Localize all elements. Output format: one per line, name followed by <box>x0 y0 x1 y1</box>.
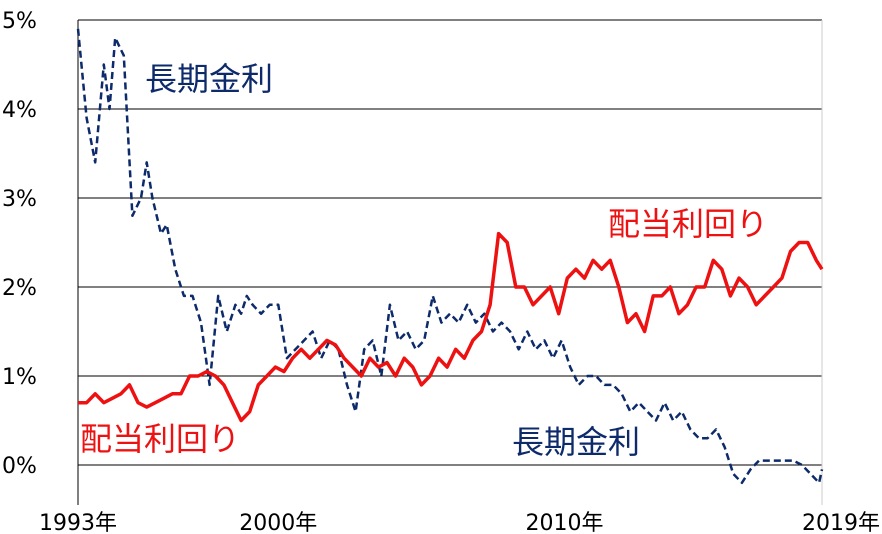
long-term-rate-label: 長期金利 <box>145 60 273 98</box>
y-tick-label: 3% <box>2 187 37 212</box>
x-tick-label: 2010年 <box>525 511 603 534</box>
x-axis-ticks: 1993年 2000年 2010年 2019年 <box>39 511 880 534</box>
y-tick-label: 0% <box>2 454 37 479</box>
dividend-yield-label: 配当利回り <box>80 420 240 458</box>
x-tick-label: 2000年 <box>239 511 317 534</box>
y-tick-label: 4% <box>2 98 37 123</box>
y-axis-ticks: 5% 4% 3% 2% 1% 0% <box>2 9 37 479</box>
y-tick-label: 1% <box>2 365 37 390</box>
dividend-yield-line <box>78 231 824 423</box>
long-term-rate-label: 長期金利 <box>512 423 640 461</box>
y-tick-label: 5% <box>2 9 37 34</box>
y-tick-label: 2% <box>2 276 37 301</box>
series-lines <box>76 28 824 485</box>
x-tick-label: 2019年 <box>802 511 880 534</box>
x-tick-label: 1993年 <box>39 511 117 534</box>
long-term-rate-line <box>76 28 824 485</box>
dividend-yield-label: 配当利回り <box>608 205 768 243</box>
